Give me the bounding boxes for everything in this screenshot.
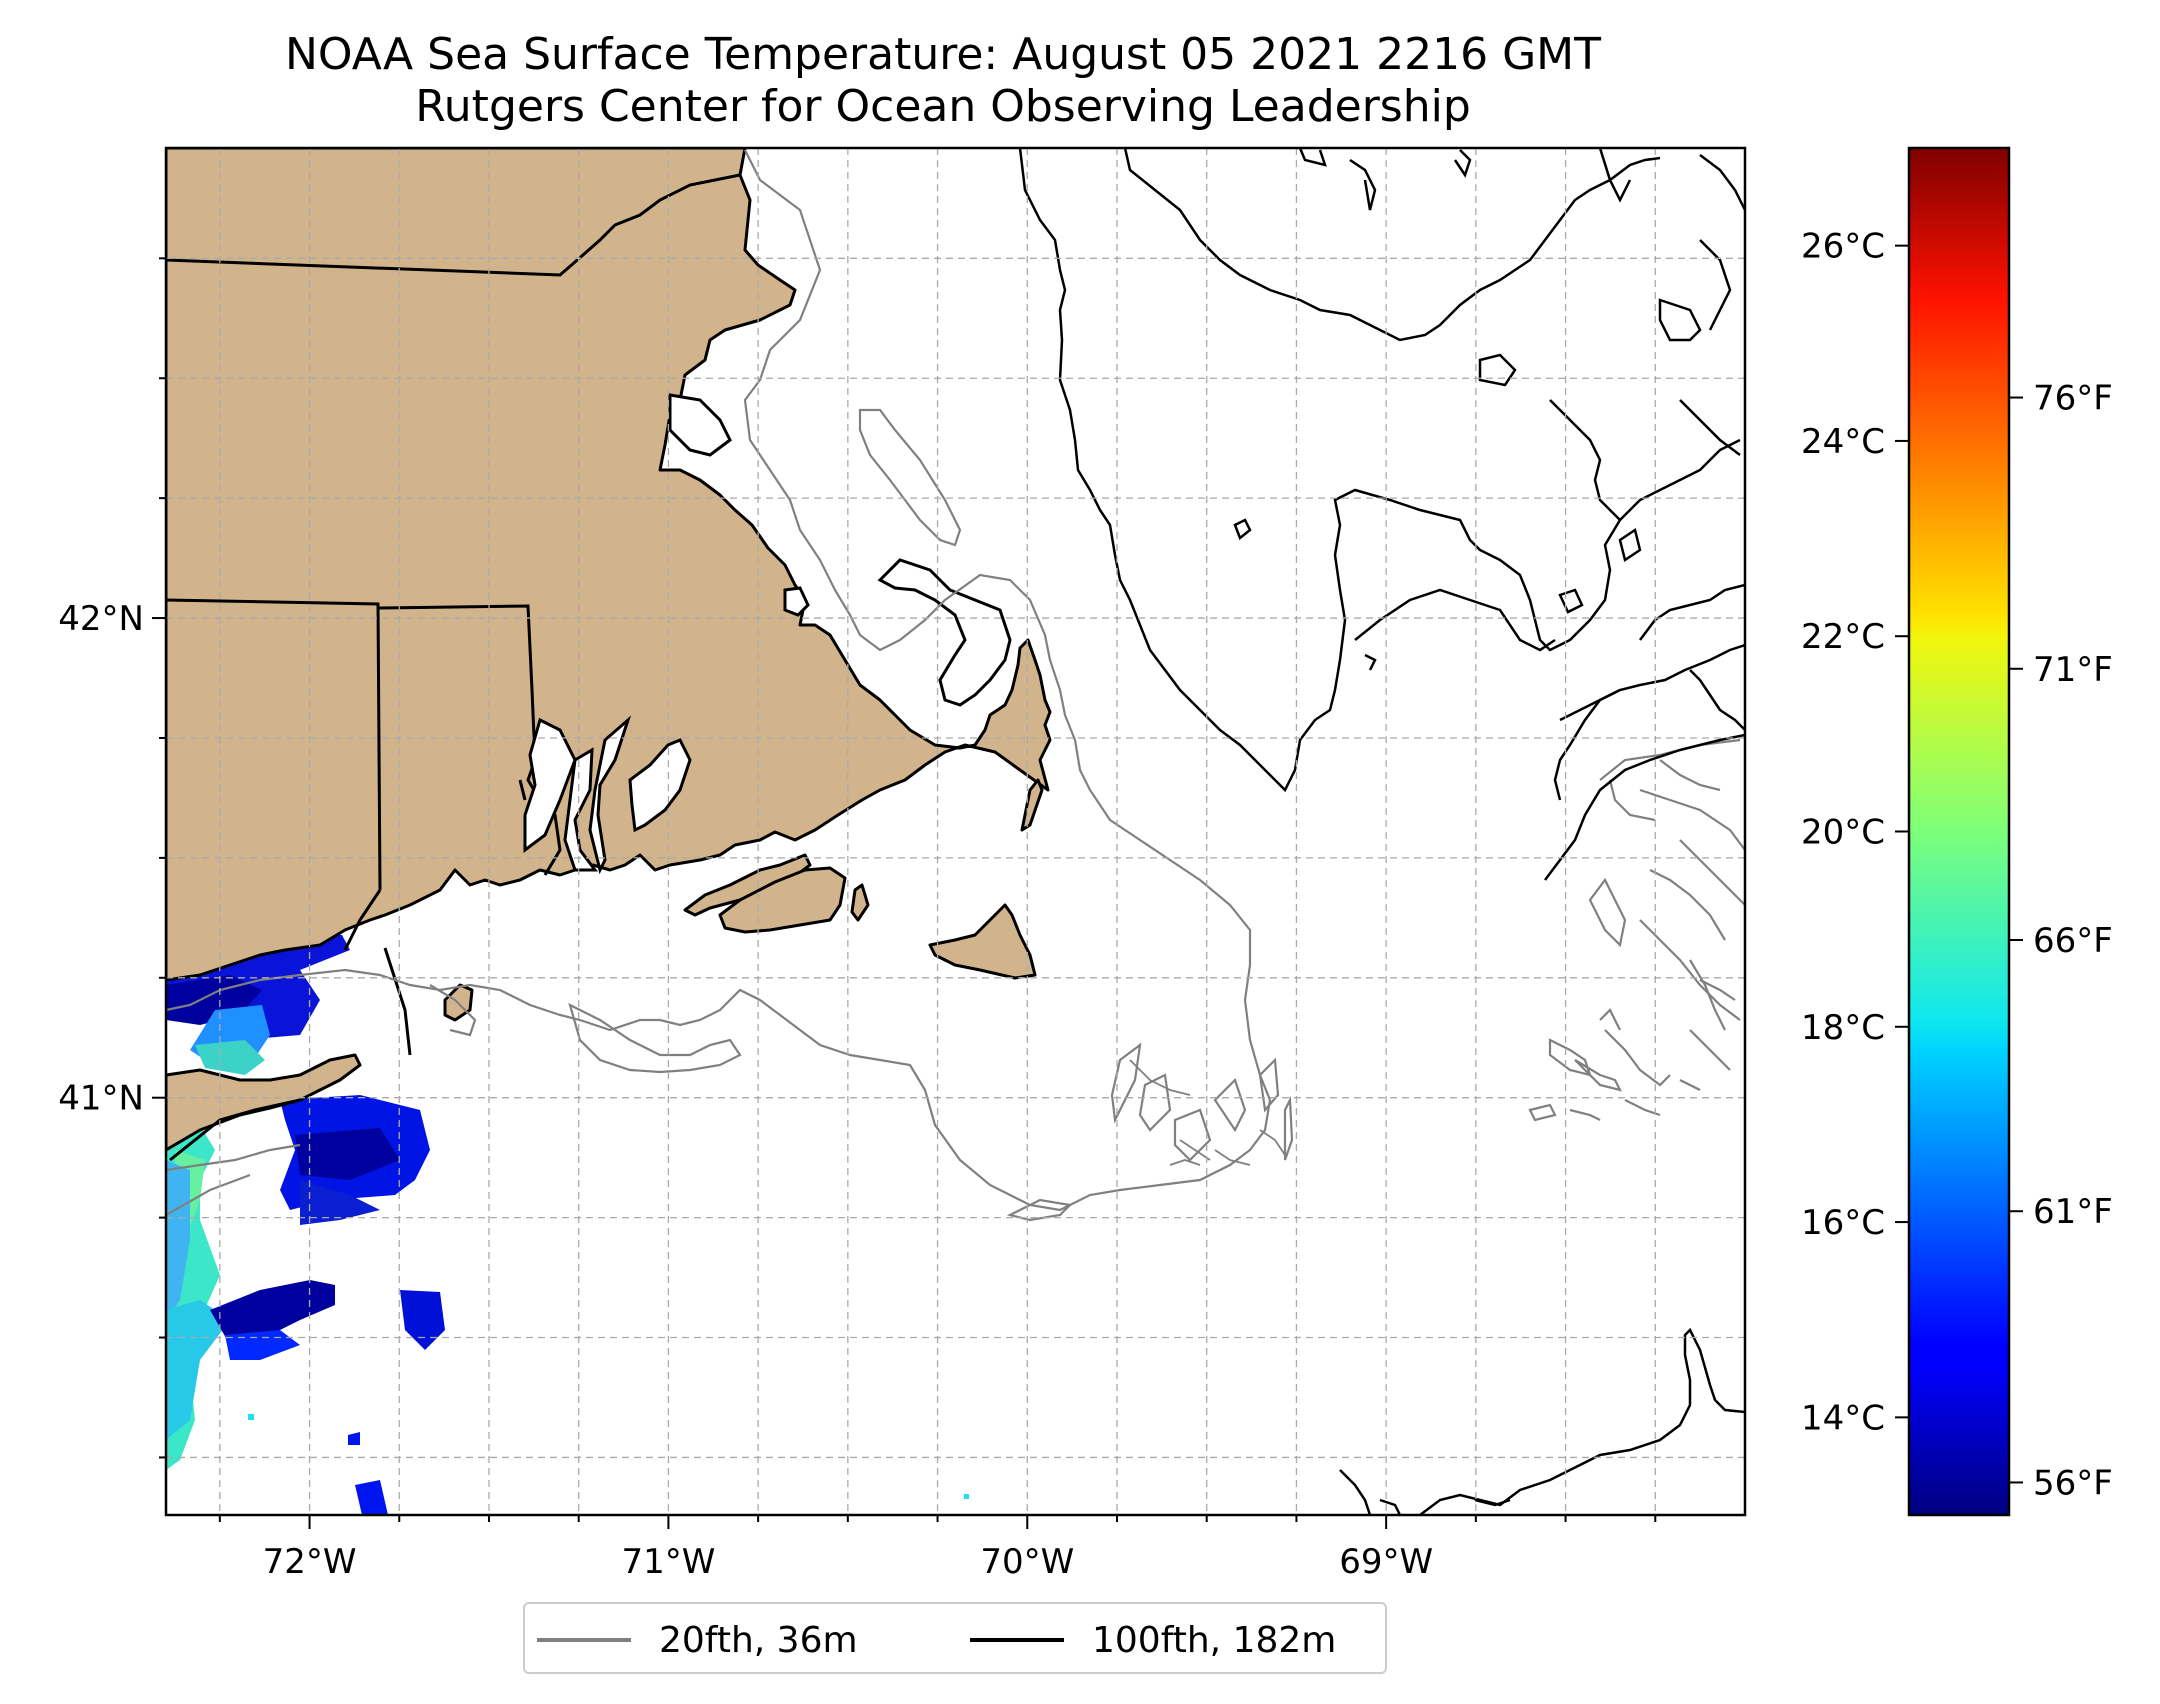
map-frame [164,146,1747,1517]
legend-item-100fth: 100fth, 182m [970,1604,1336,1676]
colorbar-fahrenheit-label: 56°F [2033,1463,2113,1503]
colorbar-celsius-axis: 14°C 16°C 18°C 20°C 22°C 24°C 26°C [1801,227,1909,1438]
legend-item-20fth: 20fth, 36m [537,1604,858,1676]
colorbar-celsius-label: 24°C [1801,422,1885,462]
x-axis: 72°W 71°W 70°W 69°W [218,1515,1657,1582]
legend: 20fth, 36m 100fth, 182m [523,1602,1387,1674]
x-tick-label: 69°W [1339,1542,1433,1582]
legend-label-20fth: 20fth, 36m [659,1619,858,1661]
colorbar-celsius-label: 22°C [1801,617,1885,657]
map-content [166,148,1745,1515]
colorbar-celsius-label: 20°C [1801,813,1885,853]
y-tick-label: 42°N [58,599,144,639]
chart-title: NOAA Sea Surface Temperature: August 05 … [284,29,1602,80]
colorbar-celsius-label: 14°C [1801,1398,1885,1438]
x-tick-label: 70°W [980,1542,1074,1582]
colorbar-celsius-label: 26°C [1801,227,1885,267]
legend-label-100fth: 100fth, 182m [1092,1619,1337,1661]
x-tick-label: 72°W [263,1542,357,1582]
x-tick-label: 71°W [621,1542,715,1582]
colorbar-celsius-label: 18°C [1801,1008,1885,1048]
colorbar-fahrenheit-label: 76°F [2033,379,2113,419]
y-tick-label: 41°N [58,1079,144,1119]
legend-line-20fth [537,1638,631,1642]
sst-data-patches [166,920,969,1515]
colorbar-fahrenheit-label: 71°F [2033,650,2113,690]
colorbar-fahrenheit-axis: 56°F 61°F 66°F 71°F 76°F [2009,379,2113,1503]
state-borders [166,173,741,1162]
colorbar-celsius-label: 16°C [1801,1203,1885,1243]
y-axis: 42°N 41°N [58,257,166,1459]
colorbar-fahrenheit-label: 66°F [2033,921,2113,961]
colorbar-fahrenheit-label: 61°F [2033,1192,2113,1232]
chart-subtitle: Rutgers Center for Ocean Observing Leade… [415,81,1471,132]
colorbar [1907,146,2011,1517]
land-areas [166,148,1052,1152]
legend-line-100fth [970,1638,1064,1642]
isobath-20fth [166,149,1745,1222]
shoal-details [1129,1059,1286,1166]
isobath-100fth [1018,148,1745,1515]
coast-details [523,393,1012,875]
